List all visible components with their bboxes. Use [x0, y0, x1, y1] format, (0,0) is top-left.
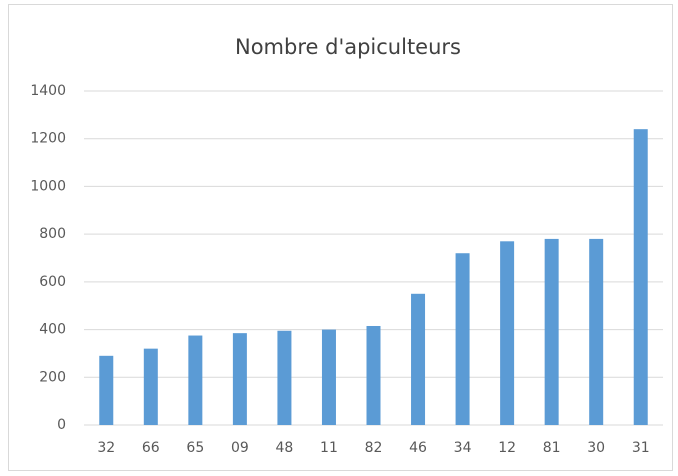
y-tick-label: 1200	[30, 131, 66, 147]
bar	[544, 238, 559, 425]
x-tick-label: 65	[186, 440, 204, 456]
y-tick-label: 1000	[30, 178, 66, 194]
y-tick-label: 1400	[30, 83, 66, 99]
x-tick-label: 48	[276, 440, 294, 456]
y-tick-label: 800	[39, 226, 66, 242]
bar	[277, 330, 292, 425]
y-tick-label: 600	[39, 274, 66, 290]
x-tick-label: 66	[142, 440, 160, 456]
x-tick-label: 34	[454, 440, 472, 456]
x-tick-label: 30	[587, 440, 605, 456]
bar	[99, 355, 114, 425]
bar	[455, 253, 470, 425]
x-tick-label: 81	[543, 440, 561, 456]
x-tick-label: 82	[365, 440, 383, 456]
bar	[366, 325, 381, 425]
bar	[500, 241, 515, 425]
y-tick-label: 200	[39, 369, 66, 385]
x-tick-label: 32	[97, 440, 115, 456]
bar	[232, 333, 247, 425]
bar	[411, 293, 426, 425]
bar	[321, 329, 336, 425]
y-tick-label: 0	[57, 417, 66, 433]
chart-frame	[8, 4, 673, 471]
chart-title: Nombre d'apiculteurs	[235, 35, 461, 59]
bar	[589, 238, 604, 425]
x-tick-label: 09	[231, 440, 249, 456]
bar	[633, 129, 648, 425]
x-tick-label: 12	[498, 440, 516, 456]
bar	[188, 335, 203, 425]
x-tick-label: 11	[320, 440, 338, 456]
x-tick-label: 46	[409, 440, 427, 456]
x-tick-label: 31	[632, 440, 650, 456]
bar	[143, 348, 158, 425]
y-tick-label: 400	[39, 322, 66, 338]
